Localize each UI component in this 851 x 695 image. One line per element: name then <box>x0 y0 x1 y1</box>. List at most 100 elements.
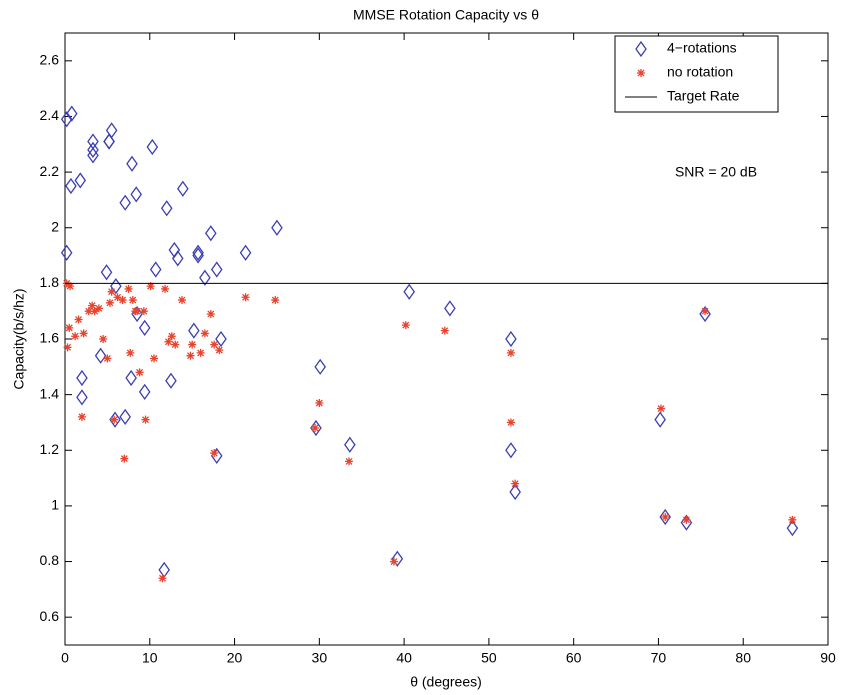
star-point <box>90 307 99 316</box>
y-tick-label: 0.6 <box>40 608 60 624</box>
star-point <box>196 348 205 357</box>
y-axis-label: Capacity(b/s/hz) <box>11 288 27 389</box>
diamond-point <box>146 138 159 156</box>
legend-label: no rotation <box>667 64 733 80</box>
x-tick-label: 90 <box>820 650 836 666</box>
diamond-point <box>509 483 521 501</box>
star-point <box>71 332 80 341</box>
diamond-point <box>391 550 404 567</box>
star-point <box>135 368 144 377</box>
star-point <box>124 284 133 293</box>
diamond-point <box>60 244 73 261</box>
diamond-point <box>165 372 177 389</box>
star-point <box>200 329 209 338</box>
star-point <box>88 301 97 310</box>
y-tick-label: 1.2 <box>40 441 60 457</box>
star-point <box>215 346 224 355</box>
diamond-point <box>76 389 88 406</box>
x-axis-label: θ (degrees) <box>410 674 482 690</box>
star-point <box>637 69 645 77</box>
y-tick-label: 2 <box>51 218 59 234</box>
diamond-point <box>659 508 672 526</box>
star-point <box>656 404 665 413</box>
star-point <box>110 415 119 424</box>
star-point <box>210 340 219 349</box>
diamond-point <box>192 244 204 261</box>
star-point <box>103 354 112 363</box>
diamond-point <box>177 180 189 197</box>
star-point <box>506 348 515 357</box>
diamond-point <box>130 186 143 203</box>
star-point <box>120 454 129 463</box>
diamond-point <box>215 330 227 348</box>
x-tick-label: 80 <box>735 650 751 666</box>
star-point <box>74 315 83 324</box>
star-point <box>164 337 173 346</box>
star-point <box>150 354 159 363</box>
diamond-point <box>74 172 87 189</box>
star-point <box>506 418 515 427</box>
diamond-point <box>87 147 99 164</box>
diamond-point <box>65 177 77 195</box>
diamond-point <box>100 264 113 281</box>
star-point <box>271 296 280 305</box>
diamond-point <box>126 155 138 172</box>
diamond-point <box>103 133 115 150</box>
diamond-point <box>635 40 647 58</box>
x-tick-label: 20 <box>227 650 243 666</box>
diamond-point <box>210 261 223 278</box>
star-point <box>401 321 410 330</box>
star-point <box>661 513 670 522</box>
diamond-point <box>60 111 73 128</box>
y-tick-label: 0.8 <box>40 552 60 568</box>
diamond-point <box>654 411 666 428</box>
star-point <box>113 293 122 302</box>
star-point <box>311 424 320 433</box>
x-tick-label: 10 <box>142 650 158 666</box>
star-point <box>188 340 197 349</box>
diamond-point <box>149 261 162 278</box>
diamond-point <box>403 283 415 300</box>
y-tick-label: 2.2 <box>40 163 60 179</box>
y-tick-label: 1.4 <box>40 385 60 401</box>
legend-label: 4−rotations <box>667 40 737 56</box>
diamond-point <box>786 520 799 537</box>
y-tick-label: 1 <box>51 497 59 513</box>
star-point <box>65 323 74 332</box>
diamond-point <box>160 200 173 217</box>
x-tick-label: 70 <box>651 650 667 666</box>
star-point <box>118 296 127 305</box>
diamond-point <box>138 383 151 400</box>
star-point <box>241 293 250 302</box>
diamond-point <box>271 219 283 236</box>
diamond-point <box>119 194 131 211</box>
star-point <box>177 296 186 305</box>
chart-title: MMSE Rotation Capacity vs θ <box>353 7 539 23</box>
diamond-point <box>199 269 211 286</box>
star-point <box>440 326 449 335</box>
star-point <box>66 282 75 291</box>
star-point <box>128 296 137 305</box>
y-tick-label: 2.6 <box>40 52 60 68</box>
y-tick-label: 2.4 <box>40 107 60 123</box>
x-tick-label: 50 <box>481 650 497 666</box>
star-point <box>94 304 103 313</box>
star-point <box>133 307 142 316</box>
diamond-point <box>65 105 78 122</box>
diamond-point <box>444 300 456 317</box>
star-point <box>210 449 219 458</box>
star-point <box>105 298 114 307</box>
star-point <box>99 335 108 343</box>
diamond-point <box>125 369 137 387</box>
diamond-point <box>188 322 200 339</box>
star-point <box>161 284 170 293</box>
star-point <box>139 307 148 316</box>
star-point <box>682 515 691 524</box>
x-tick-label: 30 <box>312 650 328 666</box>
star-point <box>511 479 520 488</box>
diamond-point <box>314 358 326 375</box>
y-tick-label: 1.8 <box>40 274 60 290</box>
diamond-point <box>205 225 217 242</box>
star-point <box>126 348 135 357</box>
